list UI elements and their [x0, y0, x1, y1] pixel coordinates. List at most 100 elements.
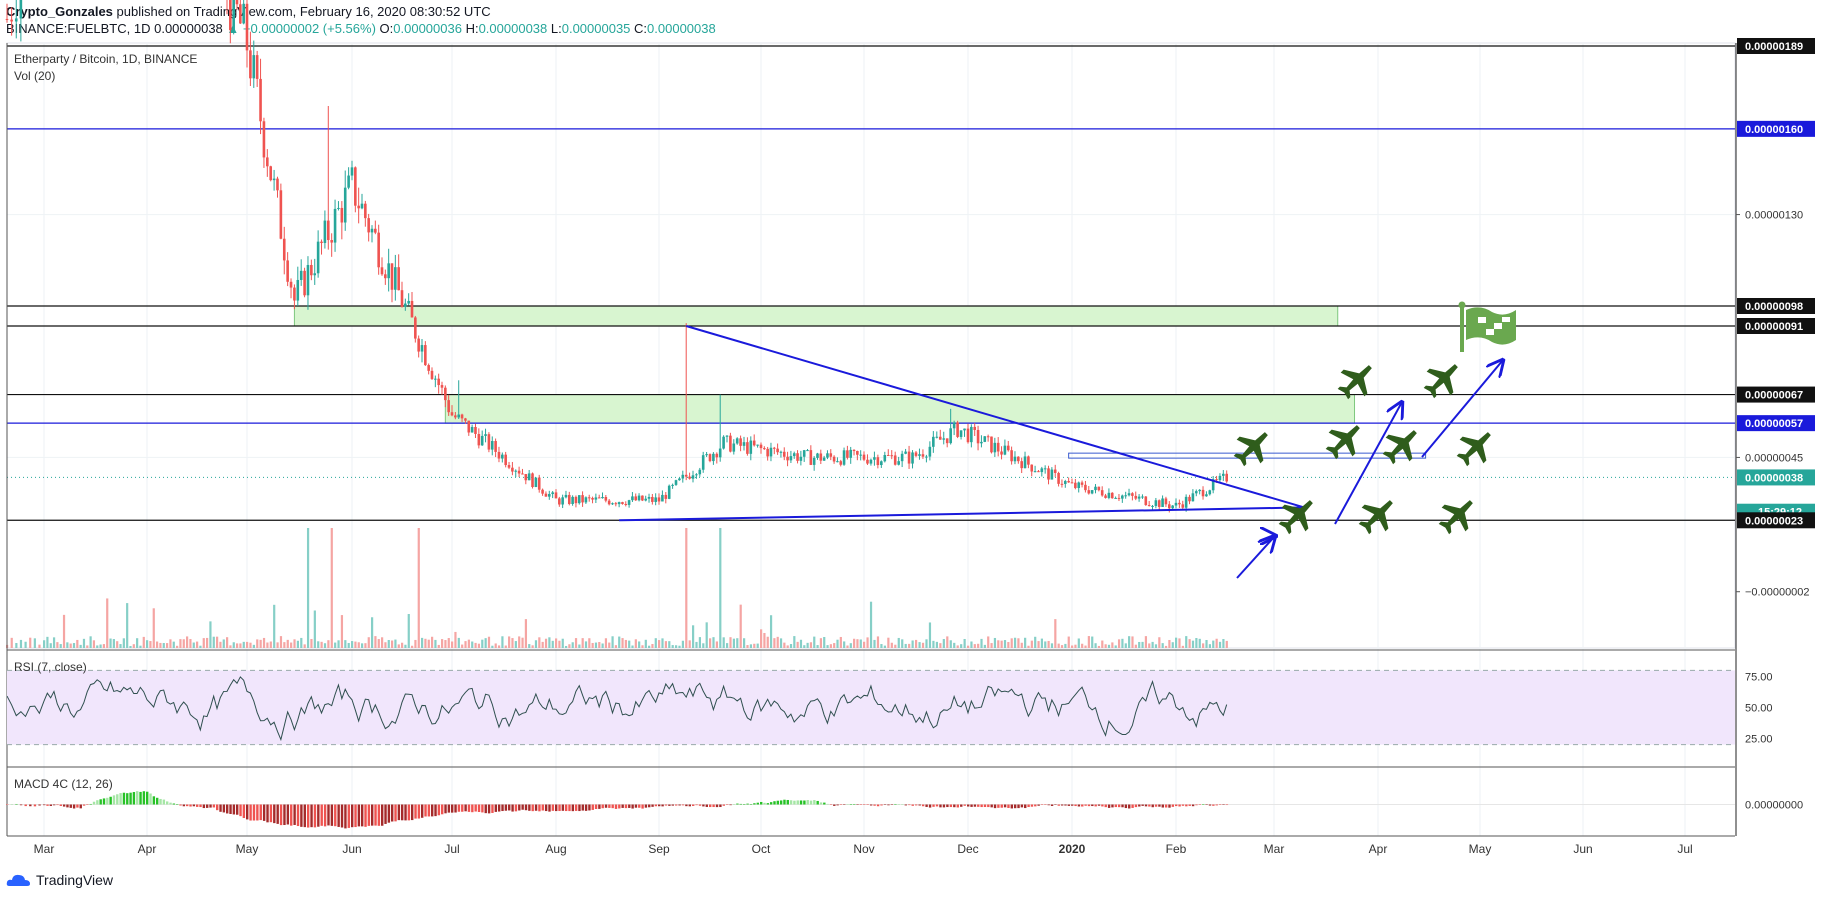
macd-bar [49, 804, 53, 806]
volume-bar [763, 632, 766, 648]
volume-bar [568, 644, 571, 648]
candle-body [963, 428, 966, 431]
volume-bar [856, 639, 859, 648]
macd-bar [323, 804, 327, 827]
volume-bar [578, 644, 581, 648]
candle-body [1053, 469, 1057, 473]
macd-bar [843, 804, 846, 805]
time-tick-label: Sep [648, 842, 670, 856]
volume-bar [179, 639, 182, 648]
candle-body [229, 0, 232, 31]
chart-canvas[interactable]: 0.000004000.000003500.000003100.00000270… [0, 0, 1828, 870]
volume-bar [918, 642, 921, 648]
volume-bar [1044, 641, 1047, 648]
candle-body [735, 438, 739, 444]
volume-bar [651, 643, 654, 648]
volume-bar [668, 641, 671, 648]
candle-body [514, 470, 518, 472]
author-name[interactable]: Crypto_Gonzales [6, 4, 113, 19]
macd-bar [702, 804, 705, 807]
candle-body [959, 430, 963, 437]
volume-bar [1117, 639, 1121, 648]
macd-bar [381, 804, 384, 826]
projection-arrows [1236, 360, 1503, 579]
volume-bar [839, 636, 842, 648]
volume-bar [541, 641, 544, 648]
macd-bar [89, 803, 92, 805]
volume-bar [1178, 638, 1181, 648]
macd-bar [942, 804, 946, 808]
price-marker-blue [1737, 415, 1815, 432]
time-tick-label: Feb [1166, 842, 1187, 856]
macd-bar [608, 804, 611, 808]
macd-bar [202, 804, 206, 809]
macd-bar [1047, 804, 1050, 806]
price-marker-black [1737, 512, 1815, 529]
volume-bar [69, 643, 72, 648]
macd-bar [283, 804, 286, 826]
volume-bar [846, 645, 849, 648]
volume-bar [558, 640, 561, 648]
candle-body [577, 495, 581, 504]
macd-bar [209, 804, 212, 808]
volume-bar [300, 637, 303, 648]
support-zones [293, 305, 1427, 459]
volume-bar [833, 643, 836, 648]
airplane-icon [1423, 364, 1458, 399]
volume-bar [853, 638, 856, 648]
candle-body [249, 50, 252, 79]
candle-body [911, 452, 914, 464]
volume-bar [474, 642, 477, 648]
candle-body [691, 475, 695, 479]
volume-bar [715, 641, 718, 648]
macd-bar [216, 804, 219, 811]
macd-bar [1161, 804, 1164, 808]
candle-body [756, 444, 759, 446]
candle-body [1191, 493, 1195, 502]
volume-bar [1215, 638, 1218, 648]
candle-body [742, 442, 746, 446]
price-marker-black [1737, 386, 1815, 403]
rsi-band [7, 670, 1735, 745]
macd-bar [464, 804, 467, 812]
macd-bar [229, 804, 232, 814]
macd-bar [501, 804, 504, 812]
volume-bar [172, 641, 175, 648]
candle-body [664, 494, 668, 499]
macd-bar [876, 804, 880, 807]
volume-bar [581, 638, 584, 648]
candle-body [347, 175, 350, 188]
time-tick-label: 2020 [1059, 842, 1086, 856]
candle-body [822, 457, 826, 461]
candle-body [571, 496, 574, 504]
volume-bar [1138, 641, 1141, 648]
tradingview-logo[interactable]: TradingView [6, 872, 113, 888]
price-marker-label: 0.00000057 [1745, 418, 1803, 430]
macd-bar [990, 804, 993, 808]
candle-body [424, 345, 427, 366]
macd-bar [159, 798, 162, 805]
macd-bar [935, 804, 939, 807]
volume-bar [491, 645, 494, 648]
volume-bar [873, 639, 876, 648]
candle-body [1127, 493, 1131, 496]
candle-body [634, 496, 638, 501]
macd-bar [487, 804, 491, 814]
candle-body [826, 453, 829, 458]
candle-body [400, 290, 404, 307]
candle-body [667, 485, 671, 499]
candle-body [558, 498, 561, 505]
volume-bar [661, 638, 664, 648]
candle-body [849, 449, 853, 458]
candle-body [501, 454, 504, 459]
macd-bar [447, 804, 451, 813]
macd-bar [404, 804, 407, 821]
macd-bar [993, 804, 997, 809]
volume-bar [126, 603, 129, 648]
low-label: L: [550, 21, 562, 36]
macd-bar [236, 804, 239, 815]
macd-bar [256, 804, 259, 821]
volume-bar [401, 642, 404, 648]
volume-bar [330, 528, 333, 648]
candle-body [289, 281, 293, 288]
